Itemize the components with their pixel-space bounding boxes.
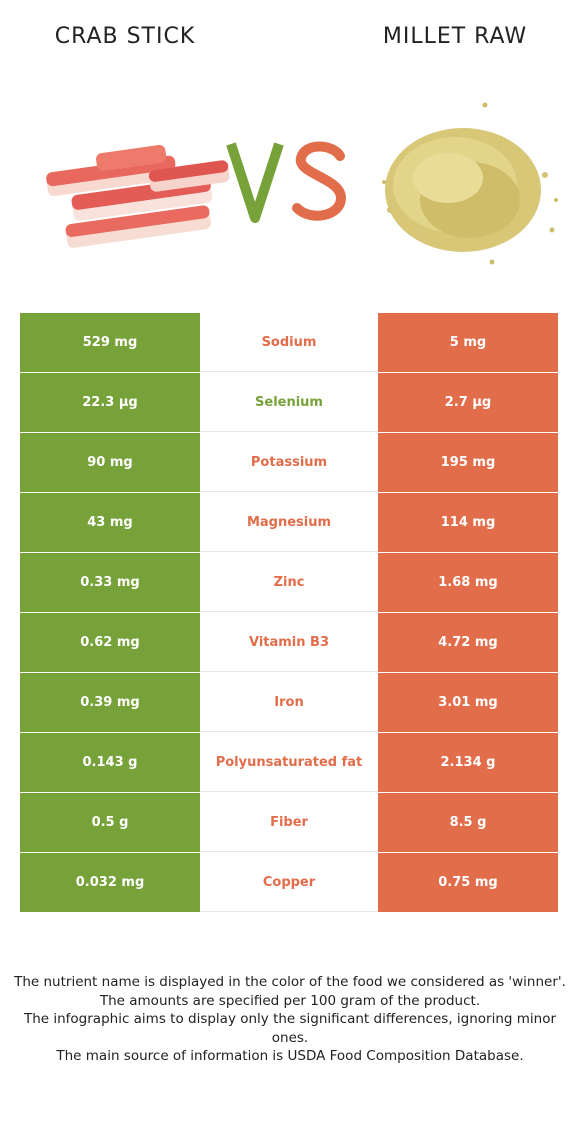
right-value: 2.7 µg (378, 373, 558, 432)
footnote-winner: The nutrient name is displayed in the co… (14, 974, 566, 990)
vs-letter-s (292, 141, 347, 221)
left-value: 0.5 g (20, 793, 200, 852)
nutrient-row: 0.032 mg Copper 0.75 mg (20, 853, 558, 912)
nutrient-row: 43 mg Magnesium 114 mg (20, 493, 558, 552)
left-food-title: CRAB STICK (54, 24, 196, 49)
nutrient-name: Polyunsaturated fat (200, 733, 378, 792)
right-value: 2.134 g (378, 733, 558, 792)
nutrient-name: Fiber (200, 793, 378, 852)
nutrient-row: 22.3 µg Selenium 2.7 µg (20, 373, 558, 432)
vs-label (226, 141, 347, 223)
left-value: 0.62 mg (20, 613, 200, 672)
nutrient-table: 529 mg Sodium 5 mg 22.3 µg Selenium 2.7 µg 90 … (20, 313, 558, 913)
nutrient-row: 0.5 g Fiber 8.5 g (20, 793, 558, 852)
right-food-title: MILLET RAW (382, 24, 528, 49)
nutrient-row: 529 mg Sodium 5 mg (20, 313, 558, 372)
right-value: 3.01 mg (378, 673, 558, 732)
nutrient-name: Selenium (200, 373, 378, 432)
left-value: 0.33 mg (20, 553, 200, 612)
right-value: 5 mg (378, 313, 558, 372)
footnote-aims: The infographic aims to display only the… (23, 1011, 557, 1046)
nutrient-row: 0.39 mg Iron 3.01 mg (20, 673, 558, 732)
nutrient-row: 0.143 g Polyunsaturated fat 2.134 g (20, 733, 558, 792)
nutrient-row: 0.62 mg Vitamin B3 4.72 mg (20, 613, 558, 672)
nutrient-name: Magnesium (200, 493, 378, 552)
nutrient-name: Potassium (200, 433, 378, 492)
nutrient-name: Iron (200, 673, 378, 732)
right-value: 8.5 g (378, 793, 558, 852)
footnote-source: The main source of information is USDA F… (56, 1048, 524, 1064)
footnotes: The nutrient name is displayed in the co… (10, 973, 570, 1066)
right-value: 114 mg (378, 493, 558, 552)
nutrient-name: Zinc (200, 553, 378, 612)
nutrient-row: 90 mg Potassium 195 mg (20, 433, 558, 492)
left-value: 0.39 mg (20, 673, 200, 732)
left-value: 22.3 µg (20, 373, 200, 432)
right-value: 1.68 mg (378, 553, 558, 612)
millet-image (382, 102, 558, 265)
vs-letter-v (226, 142, 284, 223)
nutrient-name: Vitamin B3 (200, 613, 378, 672)
left-value: 0.143 g (20, 733, 200, 792)
nutrient-name: Copper (200, 853, 378, 912)
left-value: 43 mg (20, 493, 200, 552)
nutrient-name: Sodium (200, 313, 378, 372)
left-value: 90 mg (20, 433, 200, 492)
right-value: 0.75 mg (378, 853, 558, 912)
left-value: 529 mg (20, 313, 200, 372)
nutrient-row: 0.33 mg Zinc 1.68 mg (20, 553, 558, 612)
footnote-amounts: The amounts are specified per 100 gram o… (99, 992, 481, 1009)
right-value: 4.72 mg (378, 613, 558, 672)
right-value: 195 mg (378, 433, 558, 492)
left-value: 0.032 mg (20, 853, 200, 912)
crab-stick-image (46, 144, 230, 248)
food-images (46, 102, 558, 265)
